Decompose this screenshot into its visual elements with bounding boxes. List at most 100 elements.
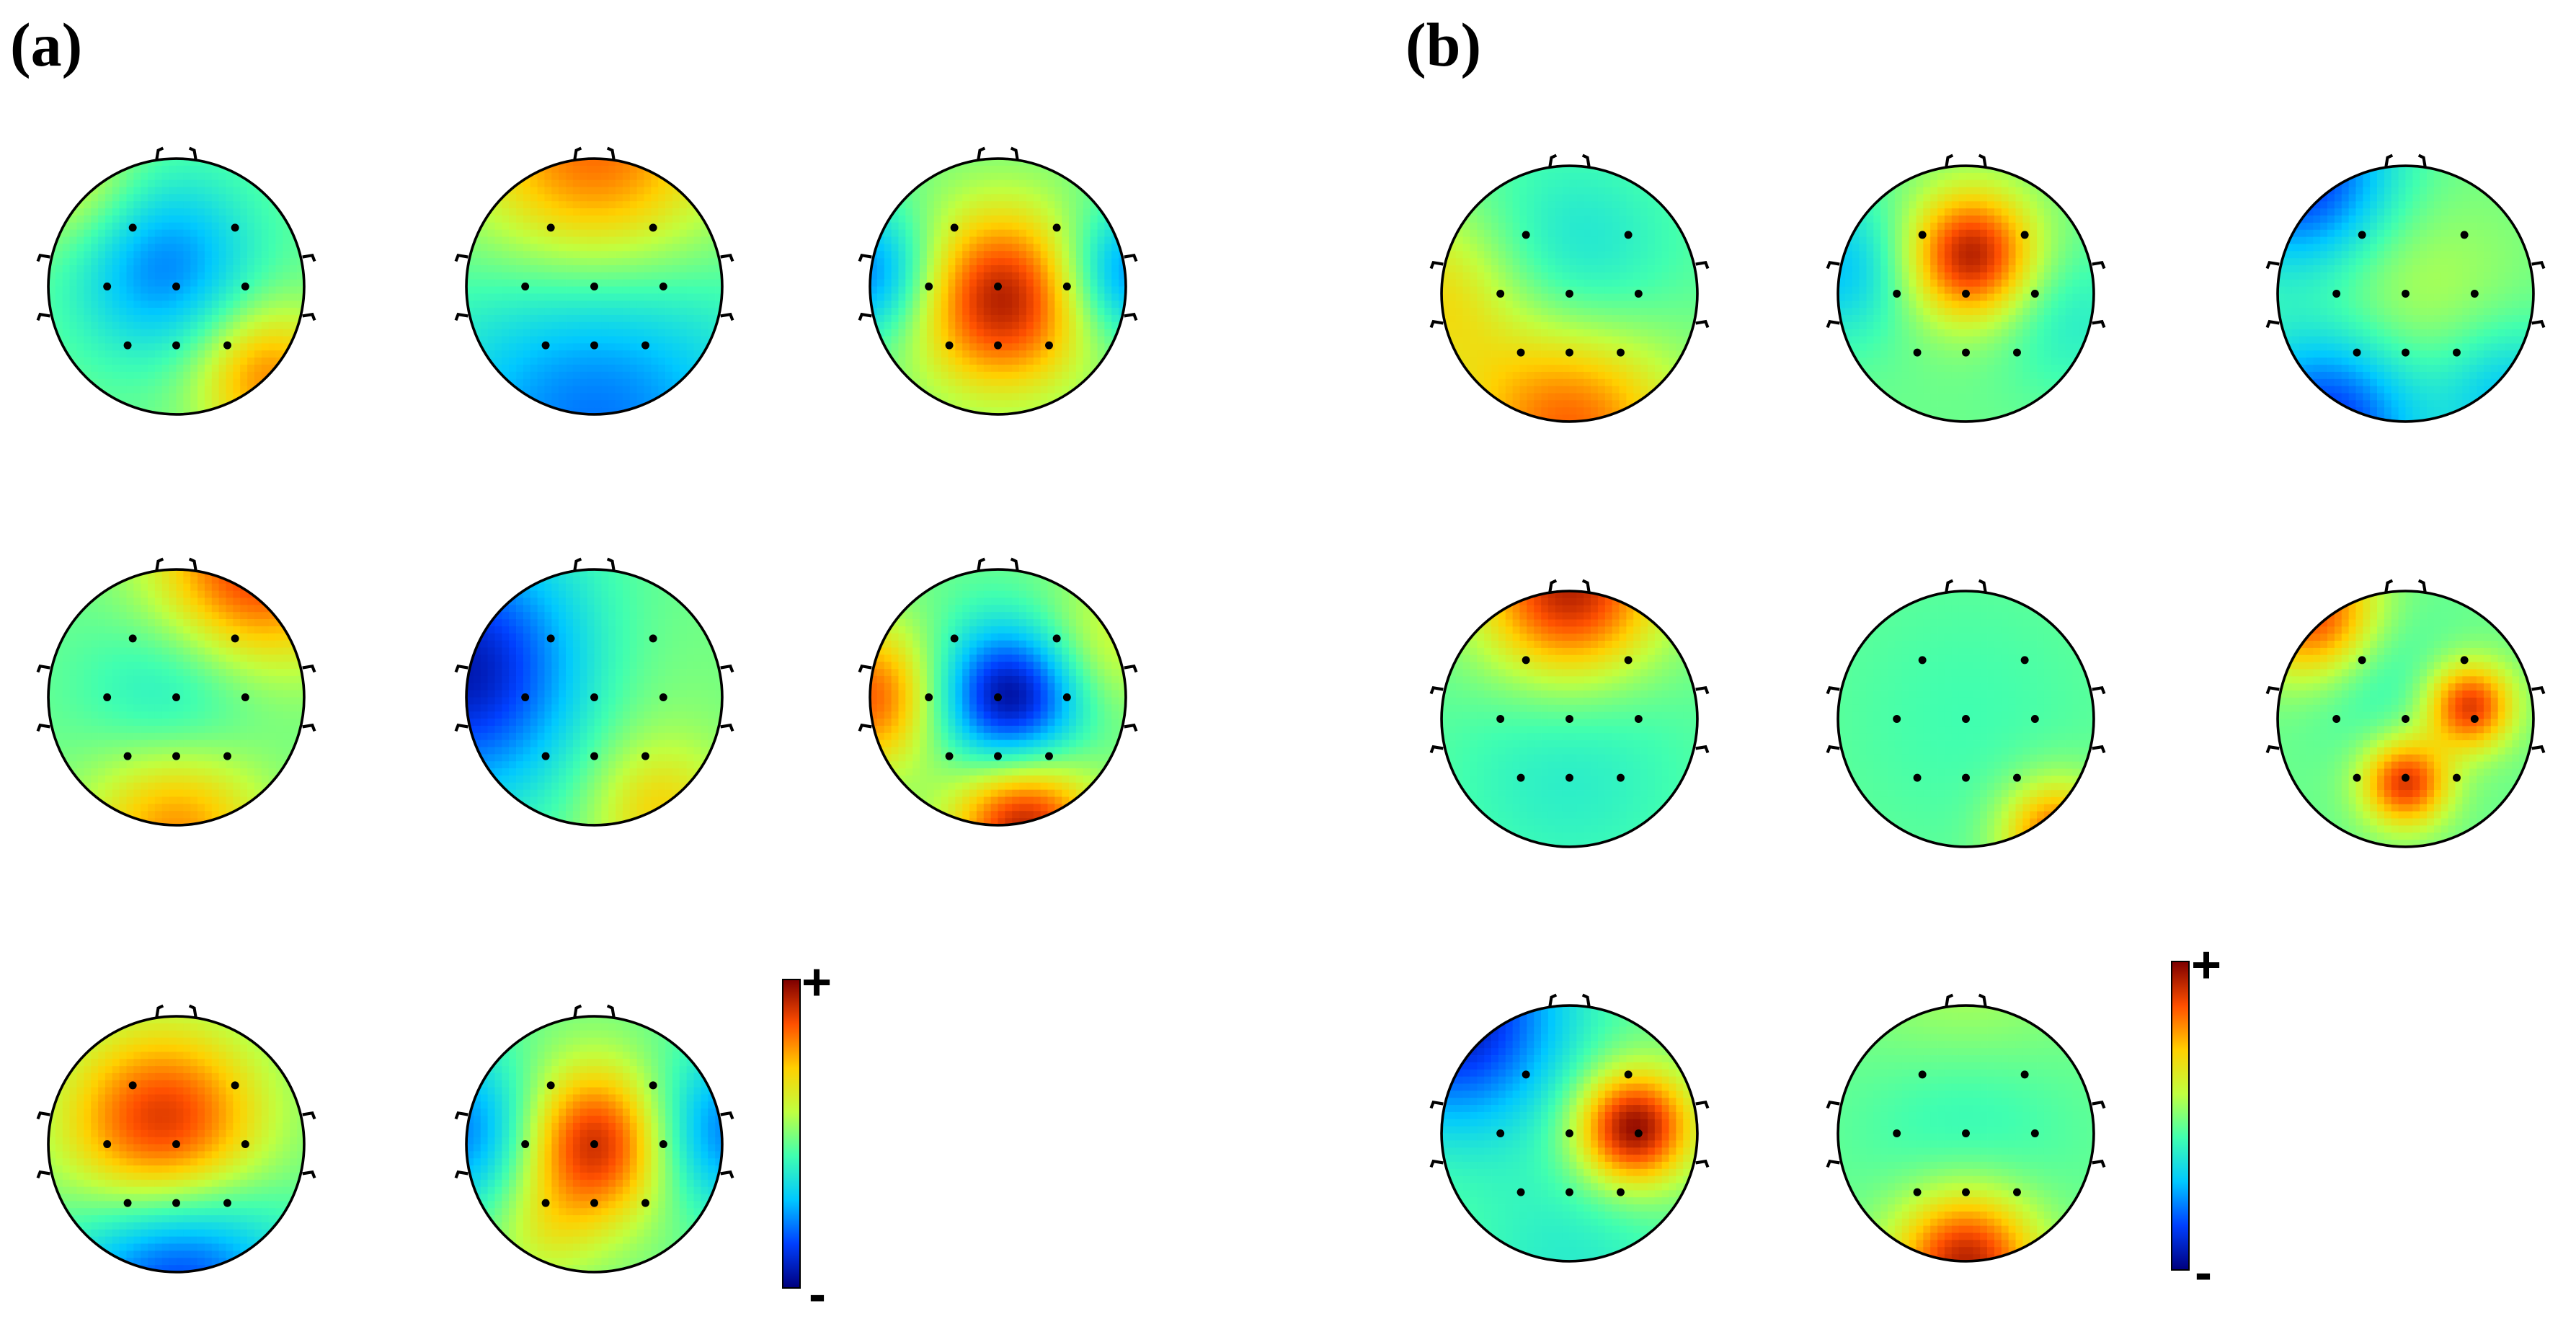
electrode-dot [2471, 290, 2479, 298]
electrode-dot [994, 283, 1002, 290]
electrode-dot [1517, 774, 1525, 782]
electrode-dot [951, 223, 959, 231]
electrode-dot [590, 342, 598, 350]
electrode-dot [103, 283, 111, 290]
electrode-dot [641, 752, 649, 760]
electrode-dot [2031, 715, 2039, 723]
electrode-dot [1565, 1189, 1573, 1196]
electrode-dot [521, 283, 529, 290]
electrode-dot [2402, 290, 2410, 298]
electrode-dot [241, 693, 249, 701]
topomap-b2 [1798, 130, 2133, 458]
electrode-dot [590, 693, 598, 701]
electrode-dot [649, 634, 657, 642]
electrode-dot [1565, 349, 1573, 357]
electrode-dot [2021, 1070, 2029, 1078]
electrode-dot [659, 1140, 667, 1148]
electrode-dot [649, 1081, 657, 1089]
topomap-a5 [427, 533, 762, 861]
electrode-dot [124, 342, 132, 350]
topomap-b4 [1402, 555, 1737, 883]
electrode-dot [231, 1081, 239, 1089]
electrode-dot [1617, 349, 1625, 357]
electrode-dot [994, 752, 1002, 760]
colorbar-a-minus: - [809, 1265, 826, 1324]
electrode-dot [231, 223, 239, 231]
electrode-dot [1962, 715, 1970, 723]
colorbar-a-plus: + [801, 953, 832, 1012]
electrode-dot [1635, 290, 1643, 298]
electrode-dot [172, 752, 180, 760]
electrode-dot [925, 693, 933, 701]
electrode-dot [1565, 290, 1573, 298]
electrode-dot [172, 283, 180, 290]
electrode-dot [521, 1140, 529, 1148]
electrode-dot [1919, 231, 1927, 239]
electrode-dot [590, 752, 598, 760]
topomap-a7 [9, 980, 344, 1308]
electrode-dot [1045, 342, 1053, 350]
electrode-dot [1496, 715, 1504, 723]
electrode-dot [1914, 349, 1922, 357]
electrode-dot [1522, 1070, 1530, 1078]
electrode-dot [241, 283, 249, 290]
electrode-dot [1617, 1189, 1625, 1196]
electrode-dot [1635, 715, 1643, 723]
electrode-dot [2453, 774, 2461, 782]
electrode-dot [1053, 634, 1061, 642]
electrode-dot [2031, 290, 2039, 298]
electrode-dot [1962, 774, 1970, 782]
electrode-dot [231, 634, 239, 642]
electrode-dot [542, 1199, 550, 1207]
electrode-dot [1522, 656, 1530, 664]
electrode-dot [2332, 290, 2340, 298]
electrode-dot [2453, 349, 2461, 357]
colorbar-a [782, 979, 801, 1289]
electrode-dot [1962, 349, 1970, 357]
topomap-b8 [1798, 969, 2133, 1297]
colorbar-b-minus: - [2195, 1243, 2212, 1302]
electrode-dot [129, 1081, 137, 1089]
electrode-dot [2471, 715, 2479, 723]
electrode-dot [2021, 656, 2029, 664]
electrode-dot [1893, 290, 1901, 298]
electrode-dot [1063, 693, 1071, 701]
electrode-dot [172, 342, 180, 350]
topomap-b6 [2238, 555, 2573, 883]
electrode-dot [1565, 715, 1573, 723]
electrode-dot [946, 342, 954, 350]
topomap-a3 [830, 123, 1165, 450]
electrode-dot [124, 752, 132, 760]
electrode-dot [223, 1199, 231, 1207]
electrode-dot [547, 1081, 555, 1089]
electrode-dot [659, 283, 667, 290]
electrode-dot [1517, 349, 1525, 357]
electrode-dot [542, 752, 550, 760]
electrode-dot [2013, 349, 2021, 357]
electrode-dot [1625, 231, 1633, 239]
panel-label-b: (b) [1405, 9, 1481, 81]
electrode-dot [1893, 1129, 1901, 1137]
electrode-dot [1919, 1070, 1927, 1078]
electrode-dot [2402, 774, 2410, 782]
topomap-b3 [2238, 130, 2573, 458]
electrode-dot [1962, 1189, 1970, 1196]
electrode-dot [103, 693, 111, 701]
electrode-dot [223, 342, 231, 350]
electrode-dot [590, 1140, 598, 1148]
panel-label-a: (a) [10, 9, 82, 81]
electrode-dot [946, 752, 954, 760]
electrode-dot [1522, 231, 1530, 239]
electrode-dot [649, 223, 657, 231]
electrode-dot [2461, 656, 2469, 664]
electrode-dot [124, 1199, 132, 1207]
electrode-dot [129, 634, 137, 642]
electrode-dot [172, 1199, 180, 1207]
electrode-dot [1565, 774, 1573, 782]
electrode-dot [951, 634, 959, 642]
electrode-dot [641, 342, 649, 350]
topomap-a4 [9, 533, 344, 861]
electrode-dot [1962, 1129, 1970, 1137]
electrode-dot [129, 223, 137, 231]
electrode-dot [2013, 774, 2021, 782]
